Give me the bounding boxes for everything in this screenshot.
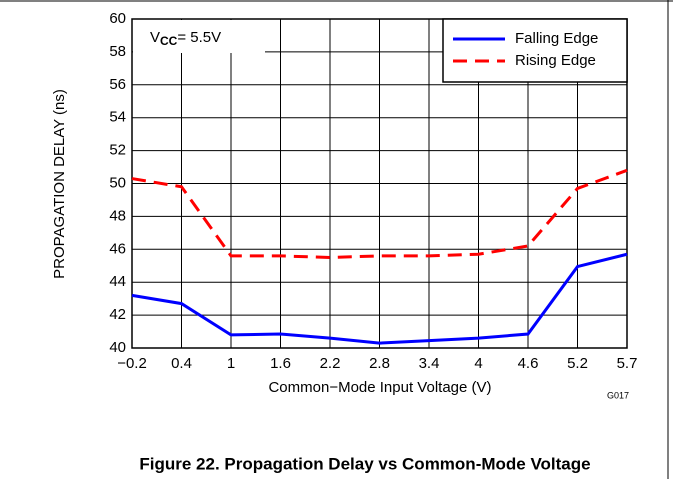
legend-label: Falling Edge — [515, 30, 598, 47]
series-line — [131, 252, 628, 345]
x-tick-label: 5.2 — [567, 355, 588, 372]
x-tick-label: 0.4 — [171, 355, 192, 372]
y-tick-label: 52 — [109, 142, 126, 159]
annotation: VCC= 5.5V — [150, 29, 221, 48]
y-tick-label: 54 — [109, 109, 126, 126]
x-tick-label: 1 — [227, 355, 235, 372]
x-tick-label: −0.2 — [117, 355, 147, 372]
x-tick-label: 4 — [474, 355, 482, 372]
y-tick-label: 44 — [109, 273, 126, 290]
x-tick-label: 5.7 — [617, 355, 638, 372]
marks — [131, 168, 628, 345]
grid: 40 42 44 46 48 50 52 54 56 58 60 −0.2 0.4 1 1.6 2.2 2.8 3… — [109, 10, 637, 372]
x-tick-label: 4.6 — [518, 355, 539, 372]
legend-box — [442, 18, 628, 83]
y-tick-label: 50 — [109, 174, 126, 191]
y-axis-label: PROPAGATION DELAY (ns) — [51, 89, 68, 279]
annotation-main: V — [150, 29, 160, 46]
y-tick-label: 42 — [109, 306, 126, 323]
y-tick-label: 40 — [109, 339, 126, 356]
figure-code: G017 — [607, 390, 629, 400]
y-tick-label: 46 — [109, 240, 126, 257]
y-tick-label: 60 — [109, 10, 126, 27]
annotation-sub: CC — [160, 34, 178, 48]
x-axis-label: Common−Mode Input Voltage (V) — [268, 379, 491, 396]
figure-caption: Figure 22. Propagation Delay vs Common-M… — [139, 454, 590, 473]
x-tick-label: 3.4 — [419, 355, 440, 372]
x-tick-label: 2.2 — [320, 355, 341, 372]
y-tick-label: 56 — [109, 76, 126, 93]
annotation-box — [133, 20, 265, 53]
legend: Falling Edge Rising Edge — [442, 18, 628, 83]
y-tick-label: 58 — [109, 43, 126, 60]
annotation-rest: = 5.5V — [177, 29, 221, 46]
x-tick-label: 1.6 — [270, 355, 291, 372]
legend-label: Rising Edge — [515, 52, 596, 69]
x-tick-label: 2.8 — [369, 355, 390, 372]
plot-frame — [131, 18, 628, 349]
y-tick-label: 48 — [109, 207, 126, 224]
